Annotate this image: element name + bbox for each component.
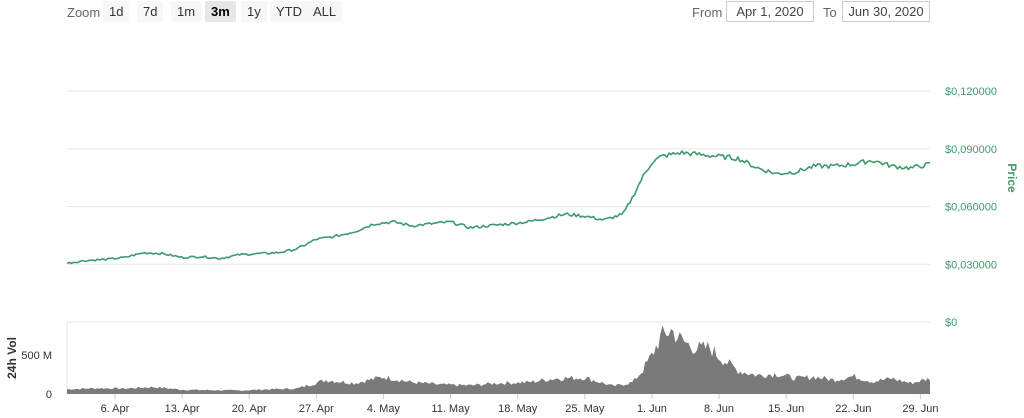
x-tick-label: 1. Jun	[637, 403, 667, 415]
price-line-group	[66, 150, 931, 265]
volume-axis-title: 24h Vol	[5, 337, 19, 379]
price-tick-label: $0	[945, 317, 957, 329]
price-line	[66, 150, 931, 265]
volume-tick-label: 500 M	[21, 350, 52, 362]
to-label: To	[823, 5, 837, 20]
x-tick-label: 13. Apr	[165, 403, 200, 415]
axis-labels: $0,120000 $0,090000 $0,060000 $0,030000 $0 50…	[5, 86, 1019, 415]
x-tick-label: 29. Jun	[902, 403, 938, 415]
volume-area	[67, 325, 930, 394]
x-tick-label: 22. Jun	[835, 403, 871, 415]
price-tick-label: $0,090000	[945, 144, 997, 156]
x-tick-label: 6. Apr	[101, 403, 130, 415]
x-tick-label: 15. Jun	[768, 403, 804, 415]
to-date-input[interactable]	[842, 1, 930, 22]
from-label: From	[692, 5, 723, 20]
zoom-button-7d[interactable]: 7d	[137, 1, 164, 22]
grid-lines	[66, 90, 930, 399]
zoom-button-all[interactable]: ALL	[307, 1, 343, 22]
volume-area-group	[67, 325, 930, 394]
zoom-label: Zoom	[67, 5, 101, 20]
zoom-button-1d[interactable]: 1d	[103, 1, 130, 22]
price-tick-label: $0,060000	[945, 202, 997, 214]
range-selector-toolbar: Zoom 1d 7d 1m 3m 1y YTD ALL From To	[0, 0, 1024, 24]
x-tick-label: 20. Apr	[232, 403, 267, 415]
zoom-button-1y[interactable]: 1y	[241, 1, 267, 22]
x-tick-label: 4. May	[367, 403, 401, 415]
x-tick-label: 11. May	[431, 403, 470, 415]
x-tick-label: 8. Jun	[704, 403, 734, 415]
x-tick-label: 25. May	[565, 403, 605, 415]
price-tick-label: $0,030000	[945, 259, 997, 271]
x-tick-label: 18. May	[498, 403, 538, 415]
from-date-input[interactable]	[726, 1, 814, 22]
zoom-button-3m[interactable]: 3m	[205, 1, 236, 22]
volume-tick-label: 0	[46, 389, 52, 401]
zoom-button-ytd[interactable]: YTD	[270, 1, 308, 22]
price-axis-title: Price	[1005, 163, 1019, 193]
x-tick-label: 27. Apr	[299, 403, 334, 415]
zoom-button-1m[interactable]: 1m	[171, 1, 202, 22]
price-tick-label: $0,120000	[945, 86, 997, 98]
